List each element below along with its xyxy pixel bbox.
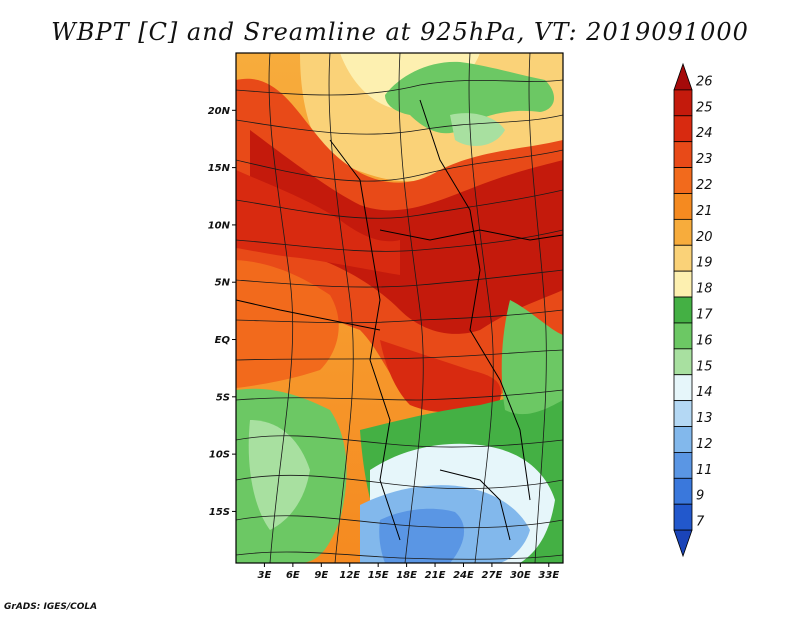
colorbar-label: 20 (696, 230, 713, 245)
map-frame (235, 52, 564, 564)
colorbar-swatch (673, 141, 693, 168)
colorbar-swatch (673, 348, 693, 376)
colorbar-swatch (673, 400, 693, 427)
latitude-axis: 20N 15N 10N 5N EQ 5S 10S 15S (208, 106, 236, 518)
lat-label: 10S (209, 450, 230, 461)
chart-title: WBPT [C] and Sreamline at 925hPa, VT: 20… (51, 18, 749, 46)
field-green-north (385, 61, 555, 134)
colorbar-label: 21 (696, 204, 713, 219)
lon-label: 12E (339, 570, 360, 581)
lon-label: 3E (258, 570, 272, 581)
lat-label: 5N (215, 278, 231, 289)
lat-label: 15S (209, 507, 230, 518)
colorbar-label: 14 (696, 385, 713, 400)
streamlines (236, 53, 563, 563)
colorbar-swatch (673, 244, 693, 272)
colorbar-swatch (673, 167, 693, 194)
colorbar-swatch (673, 89, 693, 117)
colorbar-label: 16 (696, 333, 713, 348)
wbpt-field (236, 53, 563, 563)
colorbar-swatch (673, 193, 693, 220)
colorbar-swatch (673, 426, 693, 453)
field-orange-west (236, 260, 339, 388)
colorbar-swatch (673, 503, 693, 531)
field-hottest-core (250, 130, 563, 334)
colorbar-label: 15 (696, 359, 713, 374)
country-boundaries (236, 99, 563, 541)
colorbar-label: 25 (696, 100, 713, 115)
colorbar-swatch (673, 452, 693, 479)
lon-label: 18E (396, 570, 417, 581)
colorbar-swatch (673, 477, 693, 505)
colorbar-label: 9 (696, 489, 704, 504)
field-deepblue-south (379, 508, 465, 563)
lat-label: 10N (208, 220, 231, 231)
colorbar-label: 23 (696, 152, 713, 167)
colorbar-swatch (673, 322, 693, 350)
colorbar-top-triangle (673, 62, 693, 91)
colorbar-swatch (673, 115, 693, 143)
lon-label: 30E (510, 570, 531, 581)
colorbar-label: 18 (696, 282, 713, 297)
lat-label: 5S (216, 392, 230, 403)
colorbar-label: 24 (696, 126, 713, 141)
lat-label: 15N (208, 163, 231, 174)
colorbar-bottom-triangle (673, 529, 693, 558)
field-hot-west (236, 170, 400, 275)
colorbar-swatch (673, 270, 693, 298)
colorbar-swatch (673, 218, 693, 246)
colorbar-label: 19 (696, 256, 713, 271)
colorbar: 26 25 24 23 22 21 20 19 18 17 16 15 14 13 12 11 9 7 (673, 62, 713, 558)
field-lightgreen-north (450, 113, 505, 146)
lon-label: 33E (538, 570, 559, 581)
colorbar-swatch (673, 374, 693, 402)
colorbar-label: 22 (696, 178, 713, 193)
longitude-axis: 3E 6E 9E 12E 15E 18E 21E 24E 27E 30E 33E (258, 563, 559, 581)
credit-text: GrADS: IGES/COLA (4, 602, 98, 612)
lat-label: EQ (215, 335, 231, 346)
lon-label: 24E (453, 570, 474, 581)
colorbar-swatch (673, 296, 693, 324)
colorbar-label: 7 (696, 515, 705, 530)
colorbar-label: 11 (696, 463, 713, 478)
lon-label: 9E (314, 570, 328, 581)
lon-label: 21E (425, 570, 446, 581)
colorbar-label: 12 (696, 437, 713, 452)
field-green-east (501, 300, 563, 415)
colorbar-label: 13 (696, 411, 713, 426)
colorbar-label: 26 (696, 74, 713, 89)
lon-label: 15E (368, 570, 389, 581)
lon-label: 27E (482, 570, 503, 581)
lat-label: 20N (208, 106, 231, 117)
colorbar-label: 17 (696, 307, 713, 322)
lon-label: 6E (286, 570, 300, 581)
